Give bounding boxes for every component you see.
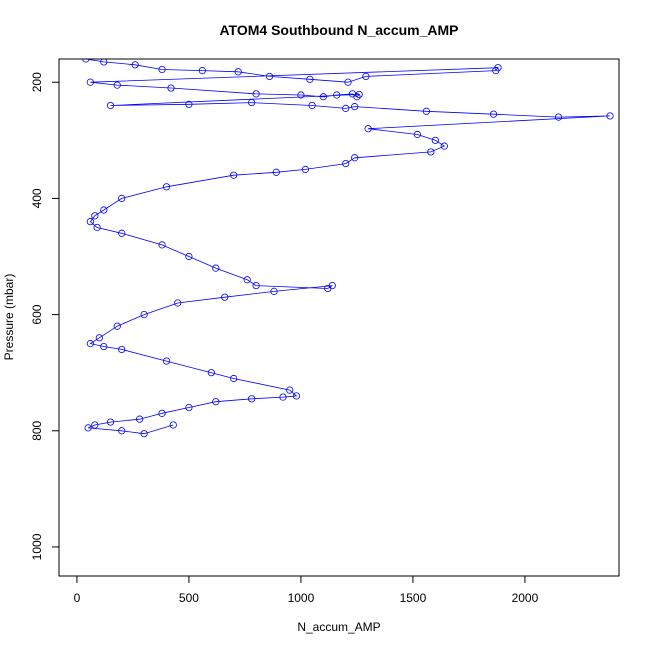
data-point — [169, 421, 177, 429]
data-point — [351, 154, 359, 162]
data-point — [162, 357, 171, 365]
data-point — [93, 223, 101, 232]
data-point — [342, 104, 350, 112]
data-point — [353, 93, 361, 101]
data-point — [198, 67, 206, 75]
x-tick-label: 1000 — [288, 591, 315, 605]
data-point — [221, 293, 229, 301]
data-point — [252, 281, 260, 290]
y-tick-label: 200 — [30, 72, 44, 92]
x-tick-label: 1500 — [400, 591, 427, 605]
data-point — [422, 107, 430, 115]
data-point — [158, 241, 166, 249]
data-point — [279, 393, 287, 401]
data-point — [113, 81, 121, 89]
data-point — [286, 386, 294, 394]
data-point — [234, 68, 242, 76]
data-point — [252, 90, 260, 98]
data-point — [86, 340, 94, 348]
y-tick-label: 400 — [30, 188, 44, 208]
data-point — [306, 75, 314, 83]
data-point — [351, 103, 359, 111]
data-point — [319, 93, 327, 101]
data-point — [212, 398, 220, 406]
data-point — [174, 299, 182, 307]
data-point — [106, 418, 115, 426]
data-point — [364, 125, 372, 133]
data-point — [301, 165, 309, 173]
data-point — [270, 287, 278, 295]
data-point — [158, 65, 166, 74]
data-point — [118, 345, 126, 354]
data-point — [100, 59, 108, 66]
data-point — [440, 142, 448, 150]
data-point — [328, 281, 336, 290]
data-point — [489, 110, 498, 118]
data-point — [140, 430, 148, 438]
data-point — [554, 113, 563, 121]
data-point — [230, 374, 238, 383]
data-point — [413, 130, 421, 139]
x-tick-label: 0 — [74, 591, 81, 605]
data-point — [118, 194, 126, 203]
data-point — [185, 403, 193, 412]
y-tick-label: 600 — [30, 304, 44, 324]
x-axis: 0 500 1000 1500 2000 — [74, 575, 539, 605]
data-point — [91, 212, 99, 220]
data-point — [158, 409, 166, 417]
data-point — [362, 72, 370, 81]
data-point — [606, 112, 614, 120]
data-point — [136, 415, 144, 423]
data-point — [140, 310, 148, 319]
data-point — [272, 168, 280, 176]
y-tick-label: 1000 — [30, 533, 44, 560]
data-point — [207, 369, 215, 377]
data-point — [342, 159, 350, 168]
data-point — [243, 276, 251, 284]
data-point — [118, 427, 126, 435]
data-point — [86, 218, 94, 226]
data-point — [248, 98, 256, 107]
data-point — [344, 78, 352, 86]
y-axis-label: Pressure (mbar) — [2, 274, 16, 361]
data-point — [162, 183, 171, 191]
data-point — [106, 101, 115, 110]
data-point — [248, 395, 256, 403]
data-point — [230, 171, 238, 179]
data-point — [265, 72, 274, 81]
x-axis-label: N_accum_AMP — [297, 620, 380, 634]
data-point — [167, 84, 175, 92]
chart-title: ATOM4 Southbound N_accum_AMP — [219, 22, 458, 38]
data-point — [82, 59, 90, 63]
data-point — [494, 64, 502, 72]
data-point — [84, 424, 92, 432]
x-tick-label: 2000 — [512, 591, 539, 605]
data-point — [185, 100, 193, 108]
y-tick-label: 800 — [30, 420, 44, 440]
data-point — [427, 148, 435, 156]
data-point — [100, 206, 108, 214]
y-axis: 200 400 600 800 1000 — [30, 72, 60, 560]
x-tick-label: 500 — [179, 591, 199, 605]
data-point — [95, 334, 103, 342]
data-point — [297, 91, 305, 99]
data-point — [86, 78, 94, 86]
data-layer — [82, 59, 614, 438]
data-point — [118, 229, 126, 237]
data-point — [91, 421, 99, 429]
data-point — [308, 101, 316, 110]
data-point — [100, 342, 108, 351]
data-point — [131, 61, 139, 69]
data-point — [431, 136, 439, 144]
data-point — [333, 91, 341, 99]
data-point — [212, 264, 220, 272]
series-line — [85, 59, 611, 435]
data-point — [292, 392, 301, 400]
data-point — [355, 90, 363, 99]
data-point — [113, 322, 121, 330]
data-point — [185, 252, 193, 261]
